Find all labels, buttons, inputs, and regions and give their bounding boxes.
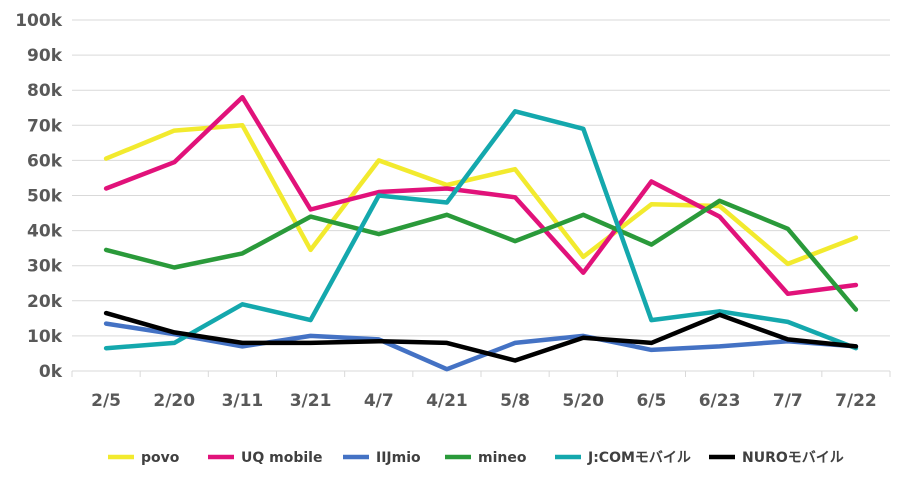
x-axis-ticks: 2/5 2/20 3/11 3/21 4/7 4/21 5/8 5/20 6/5 6/23 7/7 7… [71,371,891,411]
y-tick-label: 30k [27,257,63,277]
legend-label: IIJmio [376,450,421,466]
y-tick-label: 90k [27,46,63,66]
x-tick-label: 3/11 [222,391,264,411]
y-tick-label: 80k [27,81,63,101]
y-axis-ticks: 0k 10k 20k 30k 40k 50k 60k 70k 80k 90k 100k [15,11,62,382]
legend-label: mineo [478,450,527,466]
x-tick-label: 6/23 [699,391,741,411]
series-line [103,94,859,297]
series-lines [103,94,859,372]
x-tick-label: 2/20 [153,391,195,411]
x-tick-label: 7/7 [773,391,803,411]
series-line [103,123,859,267]
x-tick-label: 5/20 [562,391,604,411]
x-tick-label: 2/5 [91,391,121,411]
legend: povo UQ mobile IIJmio mineo J:COMモバイル NUROモバイ… [108,450,844,466]
x-tick-label: 5/8 [500,391,530,411]
x-tick-label: 3/21 [290,391,332,411]
legend-label: UQ mobile [241,450,322,466]
x-tick-label: 4/7 [364,391,394,411]
series-line [103,321,859,372]
y-tick-label: 50k [27,187,63,207]
x-tick-label: 7/22 [835,391,877,411]
series-line [103,198,859,312]
y-tick-label: 20k [27,292,63,312]
series-line [103,109,859,351]
x-tick-label: 6/5 [636,391,666,411]
y-tick-label: 10k [27,327,63,347]
y-tick-label: 70k [27,116,63,136]
legend-label: J:COMモバイル [587,450,691,466]
legend-label: povo [141,450,180,466]
y-tick-label: 0k [39,362,63,382]
y-tick-label: 40k [27,222,63,242]
y-tick-label: 60k [27,151,63,171]
legend-label: NUROモバイル [742,450,844,466]
y-tick-label: 100k [15,11,62,31]
series-line [103,310,859,363]
x-tick-label: 4/21 [426,391,468,411]
